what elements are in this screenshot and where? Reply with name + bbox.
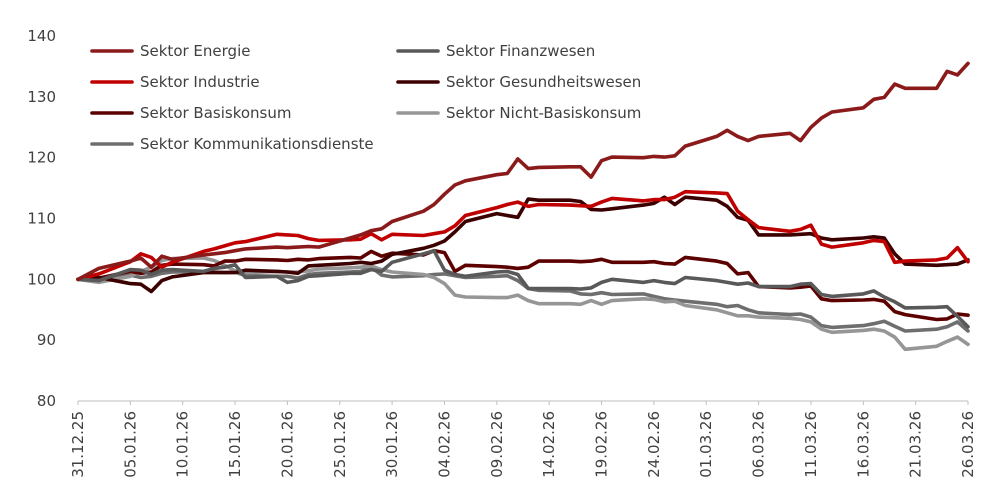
series-lines xyxy=(76,61,970,352)
y-tick-label: 130 xyxy=(27,88,56,106)
legend-item: Sektor Industrie xyxy=(90,73,260,91)
y-tick-label: 110 xyxy=(27,210,56,228)
legend-item: Sektor Nicht-Basiskonsum xyxy=(396,104,641,122)
x-tick-label: 21.03.26 xyxy=(907,411,925,478)
x-tick-label: 09.02.26 xyxy=(488,411,506,478)
legend: Sektor Energie Sektor Finanzwesen Sektor I… xyxy=(90,42,641,153)
x-tick-label: 11.03.26 xyxy=(802,411,820,478)
x-tick-label: 15.01.26 xyxy=(226,411,244,478)
legend-item: Sektor Kommunikationsdienste xyxy=(90,135,374,153)
x-tick-label: 24.02.26 xyxy=(645,411,663,478)
y-tick-label: 90 xyxy=(37,331,56,349)
legend-label: Sektor Energie xyxy=(140,42,250,60)
series-line-5 xyxy=(76,248,970,322)
x-tick-label: 06.03.26 xyxy=(750,411,768,478)
legend-item: Sektor Energie xyxy=(90,42,250,60)
series-line-3 xyxy=(76,189,970,282)
x-tick-label: 25.01.26 xyxy=(331,411,349,478)
x-tick-label: 05.01.26 xyxy=(121,411,139,478)
series-line-4 xyxy=(76,195,970,294)
legend-label: Sektor Basiskonsum xyxy=(140,104,291,122)
x-tick-label: 10.01.26 xyxy=(174,411,192,478)
legend-label: Sektor Kommunikationsdienste xyxy=(140,135,374,153)
legend-item: Sektor Gesundheitswesen xyxy=(396,73,641,91)
legend-label: Sektor Gesundheitswesen xyxy=(446,73,641,91)
x-tick-label: 30.01.26 xyxy=(383,411,401,478)
legend-label: Sektor Nicht-Basiskonsum xyxy=(446,104,641,122)
y-tick-label: 140 xyxy=(27,27,56,45)
series-line-2 xyxy=(76,248,970,329)
legend-item: Sektor Basiskonsum xyxy=(90,104,291,122)
x-tick-label: 16.03.26 xyxy=(854,411,872,478)
y-tick-label: 120 xyxy=(27,149,56,167)
y-tick-label: 100 xyxy=(27,270,56,288)
legend-label: Sektor Finanzwesen xyxy=(446,42,595,60)
legend-label: Sektor Industrie xyxy=(140,73,260,91)
x-tick-label: 04.02.26 xyxy=(435,411,453,478)
axes: 80 90 100 110 120 130 140 31.12.25 05.01.26 10.01… xyxy=(27,27,977,478)
x-tick-label: 01.03.26 xyxy=(697,411,715,478)
x-tick-label: 31.12.25 xyxy=(69,411,87,478)
x-tick-label: 26.03.26 xyxy=(959,411,977,478)
x-tick-label: 14.02.26 xyxy=(540,411,558,478)
x-tick-label: 20.01.26 xyxy=(278,411,296,478)
x-tick-label: 19.02.26 xyxy=(593,411,611,478)
series-line-1 xyxy=(76,61,970,282)
y-tick-label: 80 xyxy=(37,392,56,410)
legend-item: Sektor Finanzwesen xyxy=(396,42,595,60)
